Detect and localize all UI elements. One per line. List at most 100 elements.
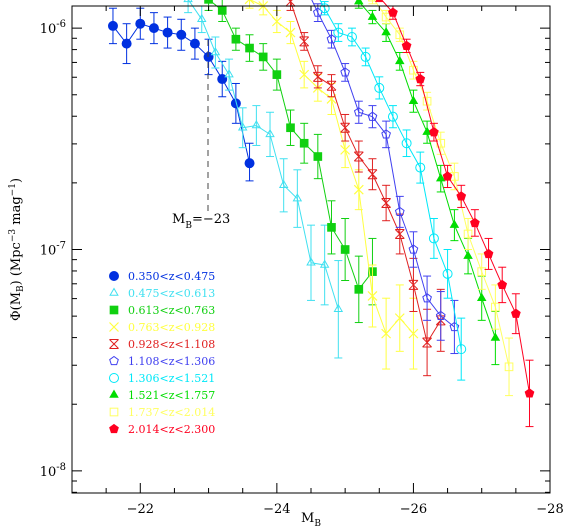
data-point [476,292,487,301]
data-point [135,18,146,29]
data-point [245,43,254,53]
legend-item: 0.763<z<0.928 [109,321,215,334]
data-point [230,98,241,109]
data-point [231,34,241,44]
legend-item: 0.475<z<0.613 [109,287,215,300]
data-point [354,0,364,5]
data-point [272,70,282,79]
data-point [353,184,364,195]
data-point [299,69,310,80]
data-point [435,310,446,321]
x-axis-label: MB [301,511,321,529]
legend-label: 0.475<z<0.613 [128,287,215,300]
legend-marker [109,287,119,296]
data-point [408,279,419,290]
series-10 [375,0,535,428]
series-line [289,0,442,344]
data-point [435,173,446,182]
data-point [510,308,521,318]
series-layer [107,0,535,428]
data-point [491,302,500,312]
data-point [401,138,412,149]
data-point [381,27,391,36]
data-point [121,38,132,49]
data-point [456,344,467,355]
series-8 [354,0,501,366]
data-point [189,38,200,49]
series-2 [183,0,344,359]
data-point [374,82,385,93]
data-point [278,179,289,189]
data-point [422,126,432,135]
data-point [463,229,473,239]
legend-marker [109,322,119,332]
data-point [442,171,453,181]
data-point [217,74,228,85]
data-point [299,138,309,148]
data-point [258,52,268,62]
data-point [463,250,473,259]
data-point [470,217,480,228]
data-point [483,248,494,259]
data-point [333,27,344,38]
data-point [490,332,501,341]
data-point [401,40,412,50]
legend-label: 1.737<z<2.014 [128,406,215,419]
data-point [375,0,383,2]
mb-cut-label: MB=−23 [172,212,230,231]
data-point [183,0,193,3]
data-point [107,20,118,31]
data-point [353,107,364,117]
y-axis-label: Φ(MB) (Mpc−3 mag−1) [8,178,26,321]
x-tick-label: −28 [536,502,563,517]
data-point [367,111,378,121]
legend-item: 2.014<z<2.300 [109,423,215,436]
y-tick-label: 10-8 [40,462,66,480]
data-point [237,122,248,131]
data-point [244,158,255,169]
legend-label: 0.613<z<0.763 [128,304,215,317]
data-point [408,95,419,104]
legend-marker [109,373,119,383]
series-9 [368,0,514,397]
data-point [319,3,330,14]
data-point [265,128,275,138]
data-point [367,11,378,20]
legend-item: 1.521<z<1.757 [109,389,215,402]
data-point [395,30,405,40]
legend-label: 0.350<z<0.475 [128,270,215,283]
legend-marker [109,305,119,315]
data-point [504,362,514,372]
data-point [449,321,460,332]
data-point [524,388,535,398]
data-point [244,0,255,5]
legend-marker [109,389,119,398]
data-point [340,122,350,133]
data-point [176,29,187,40]
data-point [395,55,405,65]
data-point [360,51,371,62]
data-point [210,46,221,56]
data-point [326,34,337,44]
data-point [312,7,323,17]
axis-layer: −22 −24 −26 −28 10-8 10-7 10-6 MB Φ(MB) (Mpc−3 m… [8,5,564,529]
data-point [204,0,213,4]
data-point [148,23,159,34]
data-point [367,291,378,301]
data-point [422,293,432,303]
data-point [286,123,295,133]
series-7 [319,0,467,381]
series-6 [311,0,460,355]
data-point [299,36,310,47]
data-point [428,233,439,244]
data-point [415,162,426,173]
data-point [367,169,378,180]
data-point [381,198,391,209]
data-point [251,120,262,129]
data-point [313,152,323,161]
y-tick-label: 10-6 [40,19,66,37]
data-point [394,206,405,217]
legend-marker [109,423,119,434]
data-point [449,219,460,228]
